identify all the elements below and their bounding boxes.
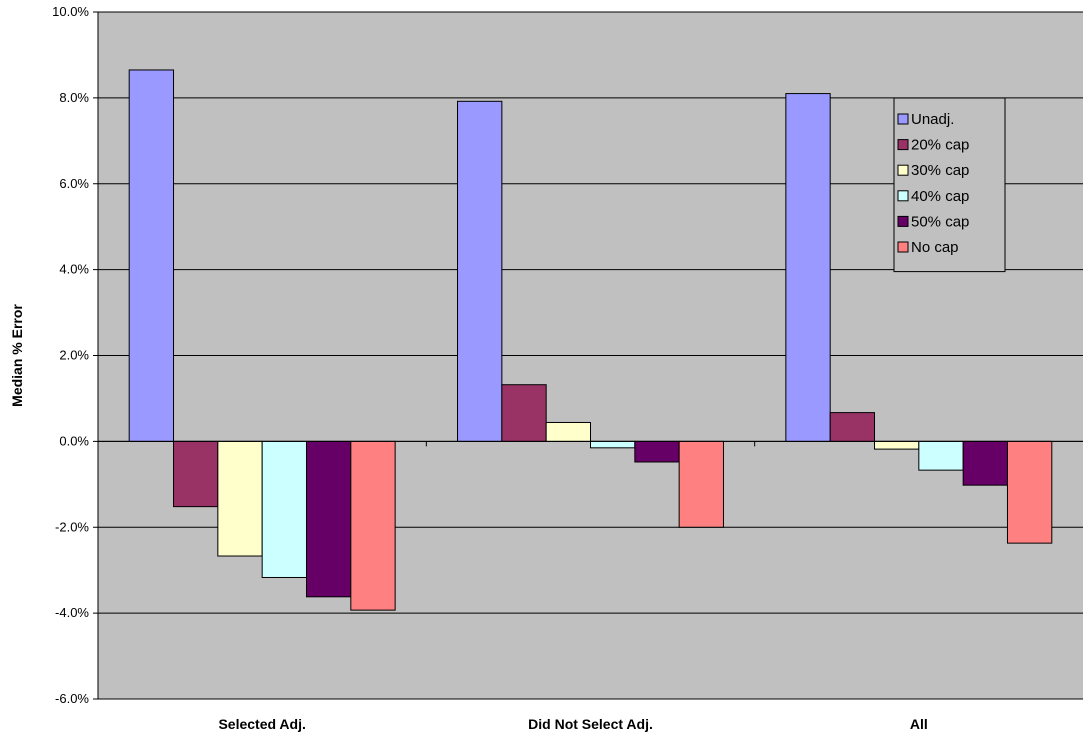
y-tick-label: -4.0% [55, 605, 89, 620]
x-category-labels: Selected Adj. Did Not Select Adj. All [218, 716, 927, 732]
y-tick-label: 0.0% [59, 433, 89, 448]
legend-label: No cap [911, 239, 959, 256]
legend-swatch [897, 164, 909, 176]
bar-40-cap-1 [261, 440, 307, 578]
bar-30-cap-2 [545, 421, 591, 442]
bar-unadj-3 [785, 93, 831, 442]
legend-box [893, 97, 1006, 273]
x-category-label: Did Not Select Adj. [528, 716, 653, 732]
y-tick-label: 2.0% [59, 348, 89, 363]
legend-label: Unadj. [911, 111, 954, 128]
legend: Unadj. 20% cap 30% cap 40% cap 50% cap No cap [893, 97, 1006, 273]
bar-40-cap-3 [918, 440, 964, 471]
bar-40-cap-2 [590, 440, 636, 449]
bar-30-cap-1 [217, 440, 263, 557]
legend-swatch [897, 113, 909, 125]
bar-no-cap-2 [678, 440, 724, 528]
bar-unadj-2 [457, 100, 503, 442]
bar-50-cap-2 [634, 440, 680, 463]
y-tick-label: 6.0% [59, 176, 89, 191]
y-tick-labels: -6.0% -4.0% -2.0% 0.0% 2.0% 4.0% 6.0% 8.0% 10.0% [52, 4, 89, 706]
legend-swatch [897, 190, 909, 202]
y-tick-label: 10.0% [52, 4, 89, 19]
y-tick-label: 4.0% [59, 262, 89, 277]
legend-label: 40% cap [911, 188, 969, 205]
bar-unadj-1 [128, 69, 175, 442]
bar-no-cap-3 [1006, 440, 1053, 544]
bar-50-cap-3 [962, 440, 1008, 486]
bar-50-cap-1 [305, 440, 352, 598]
legend-label: 20% cap [911, 137, 969, 154]
y-tick-label: -2.0% [55, 519, 89, 534]
bar-20-cap-3 [829, 412, 876, 442]
bars [128, 69, 1053, 611]
y-tick-label: -6.0% [55, 691, 89, 706]
bar-20-cap-2 [501, 384, 547, 442]
axes [93, 11, 1083, 700]
x-category-label: All [910, 716, 928, 732]
legend-swatch [897, 215, 909, 227]
bar-20-cap-1 [173, 440, 219, 508]
legend-label: 30% cap [911, 162, 969, 179]
x-category-label: Selected Adj. [218, 716, 305, 732]
legend-swatch [897, 139, 909, 151]
bar-no-cap-1 [350, 440, 396, 611]
bar-30-cap-3 [874, 440, 920, 450]
legend-label: 50% cap [911, 213, 969, 230]
y-axis-label: Median % Error [9, 304, 25, 407]
legend-swatch [897, 241, 909, 253]
y-tick-label: 8.0% [59, 90, 89, 105]
